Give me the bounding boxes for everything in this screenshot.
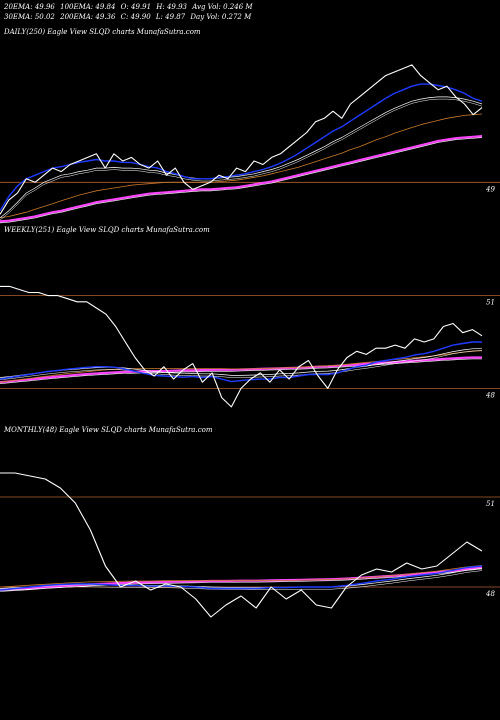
chart-panel-3: MONTHLY(48) Eagle View SLQD charts Munaf… (0, 426, 500, 618)
stat-low: L: 49.87 (155, 13, 186, 21)
stat-100ema: 100EMA: 49.84 (60, 3, 116, 11)
stat-high: H: 49.93 (156, 3, 188, 11)
stat-avg-vol: Avg Vol: 0.246 M (192, 3, 253, 11)
series-price-line (0, 64, 483, 215)
series-price-line (0, 285, 483, 408)
stat-20ema: 20EMA: 49.96 (4, 3, 55, 11)
stat-open: O: 49.91 (120, 3, 152, 11)
stats-row-2: 30EMA: 50.02 200EMA: 49.36 C: 49.90 L: 4… (4, 12, 256, 22)
chart-title: DAILY(250) Eagle View SLQD charts Munafa… (3, 28, 201, 36)
stats-row-1: 20EMA: 49.96 100EMA: 49.84 O: 49.91 H: 4… (4, 2, 256, 12)
y-tick-label: 51 (486, 500, 495, 508)
stat-day-vol: Day Vol: 0.272 M (190, 13, 252, 21)
stat-30ema: 30EMA: 50.02 (4, 13, 55, 21)
series-ema-slow-line (0, 350, 483, 383)
series-ema-mid-shadow-line (0, 98, 483, 221)
series-ema-mid-shadow-line (0, 350, 483, 380)
series-ema-slow-line (0, 113, 483, 219)
stat-close: C: 49.90 (120, 13, 151, 21)
series-ema-fast-line (0, 83, 483, 212)
series-price-line (0, 472, 483, 618)
y-tick-label: 49 (485, 185, 495, 193)
chart-panel-2: WEEKLY(251) Eagle View SLQD charts Munaf… (0, 226, 500, 408)
stat-200ema: 200EMA: 49.36 (60, 13, 116, 21)
y-tick-label: 51 (486, 299, 495, 307)
series-ema-long-line (0, 356, 482, 384)
y-tick-label: 48 (485, 590, 495, 598)
series-ema-long-shadow-line (0, 568, 483, 592)
series-ema-fast-line (0, 565, 483, 591)
series-ema-long-shadow-line (0, 358, 482, 384)
series-ema-long-line (0, 135, 483, 223)
series-ema-fast-line (0, 341, 482, 383)
series-ema-mid-line (0, 347, 483, 378)
series-ema-mid-shadow-line (0, 570, 483, 591)
series-ema-mid-line (0, 96, 483, 219)
chart-panel-1: DAILY(250) Eagle View SLQD charts Munafa… (0, 28, 500, 224)
y-tick-label: 48 (485, 391, 495, 399)
chart-title: WEEKLY(251) Eagle View SLQD charts Munaf… (4, 226, 210, 234)
series-ema-long-shadow-line (0, 137, 483, 224)
header-stats: 20EMA: 49.96 100EMA: 49.84 O: 49.91 H: 4… (4, 2, 256, 22)
series-ema-slow-line (0, 565, 483, 588)
chart-title: MONTHLY(48) Eagle View SLQD charts Munaf… (3, 426, 213, 434)
